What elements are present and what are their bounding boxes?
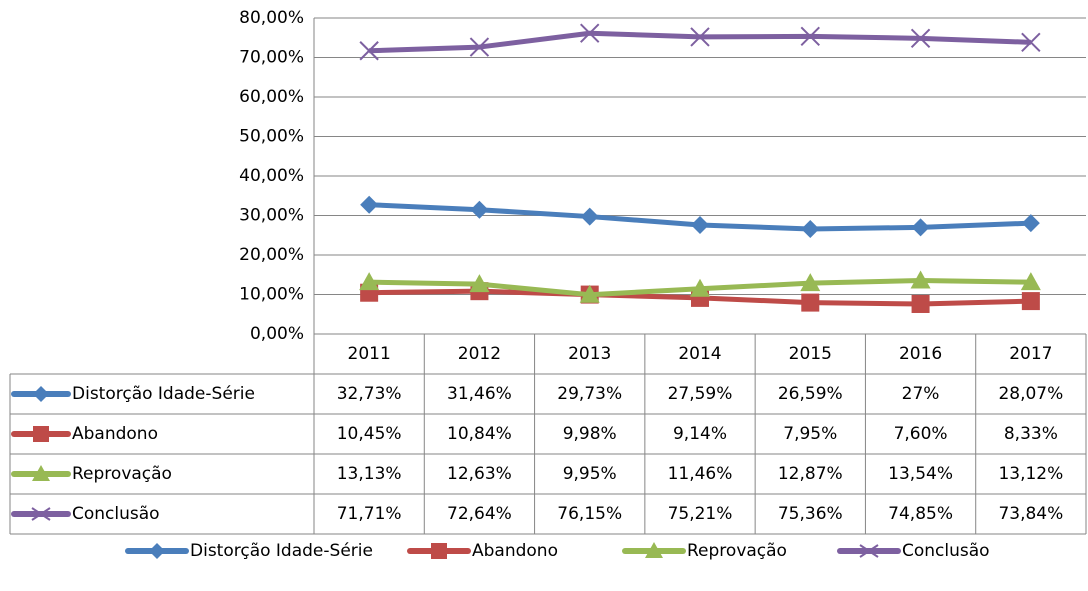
legend-label: Reprovação [687,541,787,561]
table-cell: 9,14% [673,424,727,444]
data-point [469,274,490,293]
table-cell: 27% [902,384,940,404]
data-point [910,270,931,289]
x-tick-label: 2012 [458,344,501,364]
y-tick-label: 30,00% [239,206,304,226]
data-point [691,216,709,235]
table-cell: 8,33% [1004,424,1058,444]
table-legend-marker [33,386,49,402]
row-label: Conclusão [72,504,160,524]
data-point [580,207,599,226]
table-cell: 72,64% [447,504,512,524]
legend-marker [149,543,165,559]
table-cell: 12,63% [447,464,512,484]
table-legend-marker [31,507,51,521]
table-cell: 26,59% [778,384,843,404]
table-cell: 71,71% [337,504,402,524]
x-tick-label: 2015 [789,344,832,364]
y-tick-label: 20,00% [239,245,304,265]
legend-marker [645,542,663,558]
data-point [360,195,379,214]
table-cell: 76,15% [557,504,622,524]
table-cell: 31,46% [447,384,512,404]
table-cell: 29,73% [557,384,622,404]
y-tick-label: 10,00% [239,285,304,305]
legend-marker [859,544,879,558]
legend-label: Abandono [472,541,558,561]
data-point [1021,32,1041,53]
y-tick-label: 80,00% [239,8,304,28]
data-point [911,294,930,313]
table-cell: 73,84% [998,504,1063,524]
data-point [469,37,490,57]
x-tick-label: 2011 [348,344,391,364]
legend-marker [431,543,447,559]
data-point [1020,272,1041,291]
table-cell: 75,36% [778,504,843,524]
data-point [800,26,820,47]
data-point [359,272,380,291]
data-point [1021,292,1040,311]
row-label: Distorção Idade-Série [72,384,255,404]
table-cell: 28,07% [998,384,1063,404]
x-tick-label: 2014 [678,344,721,364]
table-cell: 10,84% [447,424,512,444]
x-tick-label: 2016 [899,344,942,364]
table-cell: 7,95% [783,424,837,444]
y-tick-label: 60,00% [239,87,304,107]
row-label: Abandono [72,424,158,444]
table-cell: 13,13% [337,464,402,484]
data-point [910,28,931,49]
data-point [579,284,600,303]
data-point [470,200,489,219]
table-cell: 32,73% [337,384,402,404]
x-tick-label: 2017 [1009,344,1052,364]
data-point [801,219,820,238]
legend-label: Conclusão [902,541,990,561]
table-legend-marker [32,465,50,481]
data-point [911,218,930,237]
table-cell: 10,45% [337,424,402,444]
table-cell: 9,98% [563,424,617,444]
data-point [690,278,710,297]
table-cell: 11,46% [668,464,733,484]
y-tick-label: 0,00% [250,324,304,344]
legend-label: Distorção Idade-Série [190,541,373,561]
table-cell: 12,87% [778,464,843,484]
table-cell: 13,12% [998,464,1063,484]
data-point [690,27,710,47]
table-legend-marker [33,426,49,442]
y-tick-label: 50,00% [239,127,304,147]
data-point [801,293,820,312]
table-cell: 9,95% [563,464,617,484]
table-cell: 74,85% [888,504,953,524]
x-tick-label: 2013 [568,344,611,364]
table-cell: 75,21% [668,504,733,524]
data-point [800,273,821,292]
table-cell: 27,59% [668,384,733,404]
y-tick-label: 70,00% [239,48,304,68]
y-tick-label: 40,00% [239,166,304,186]
table-cell: 13,54% [888,464,953,484]
row-label: Reprovação [72,464,172,484]
data-point [359,41,379,61]
data-point [1021,214,1040,233]
table-cell: 7,60% [894,424,948,444]
data-point [580,23,600,43]
